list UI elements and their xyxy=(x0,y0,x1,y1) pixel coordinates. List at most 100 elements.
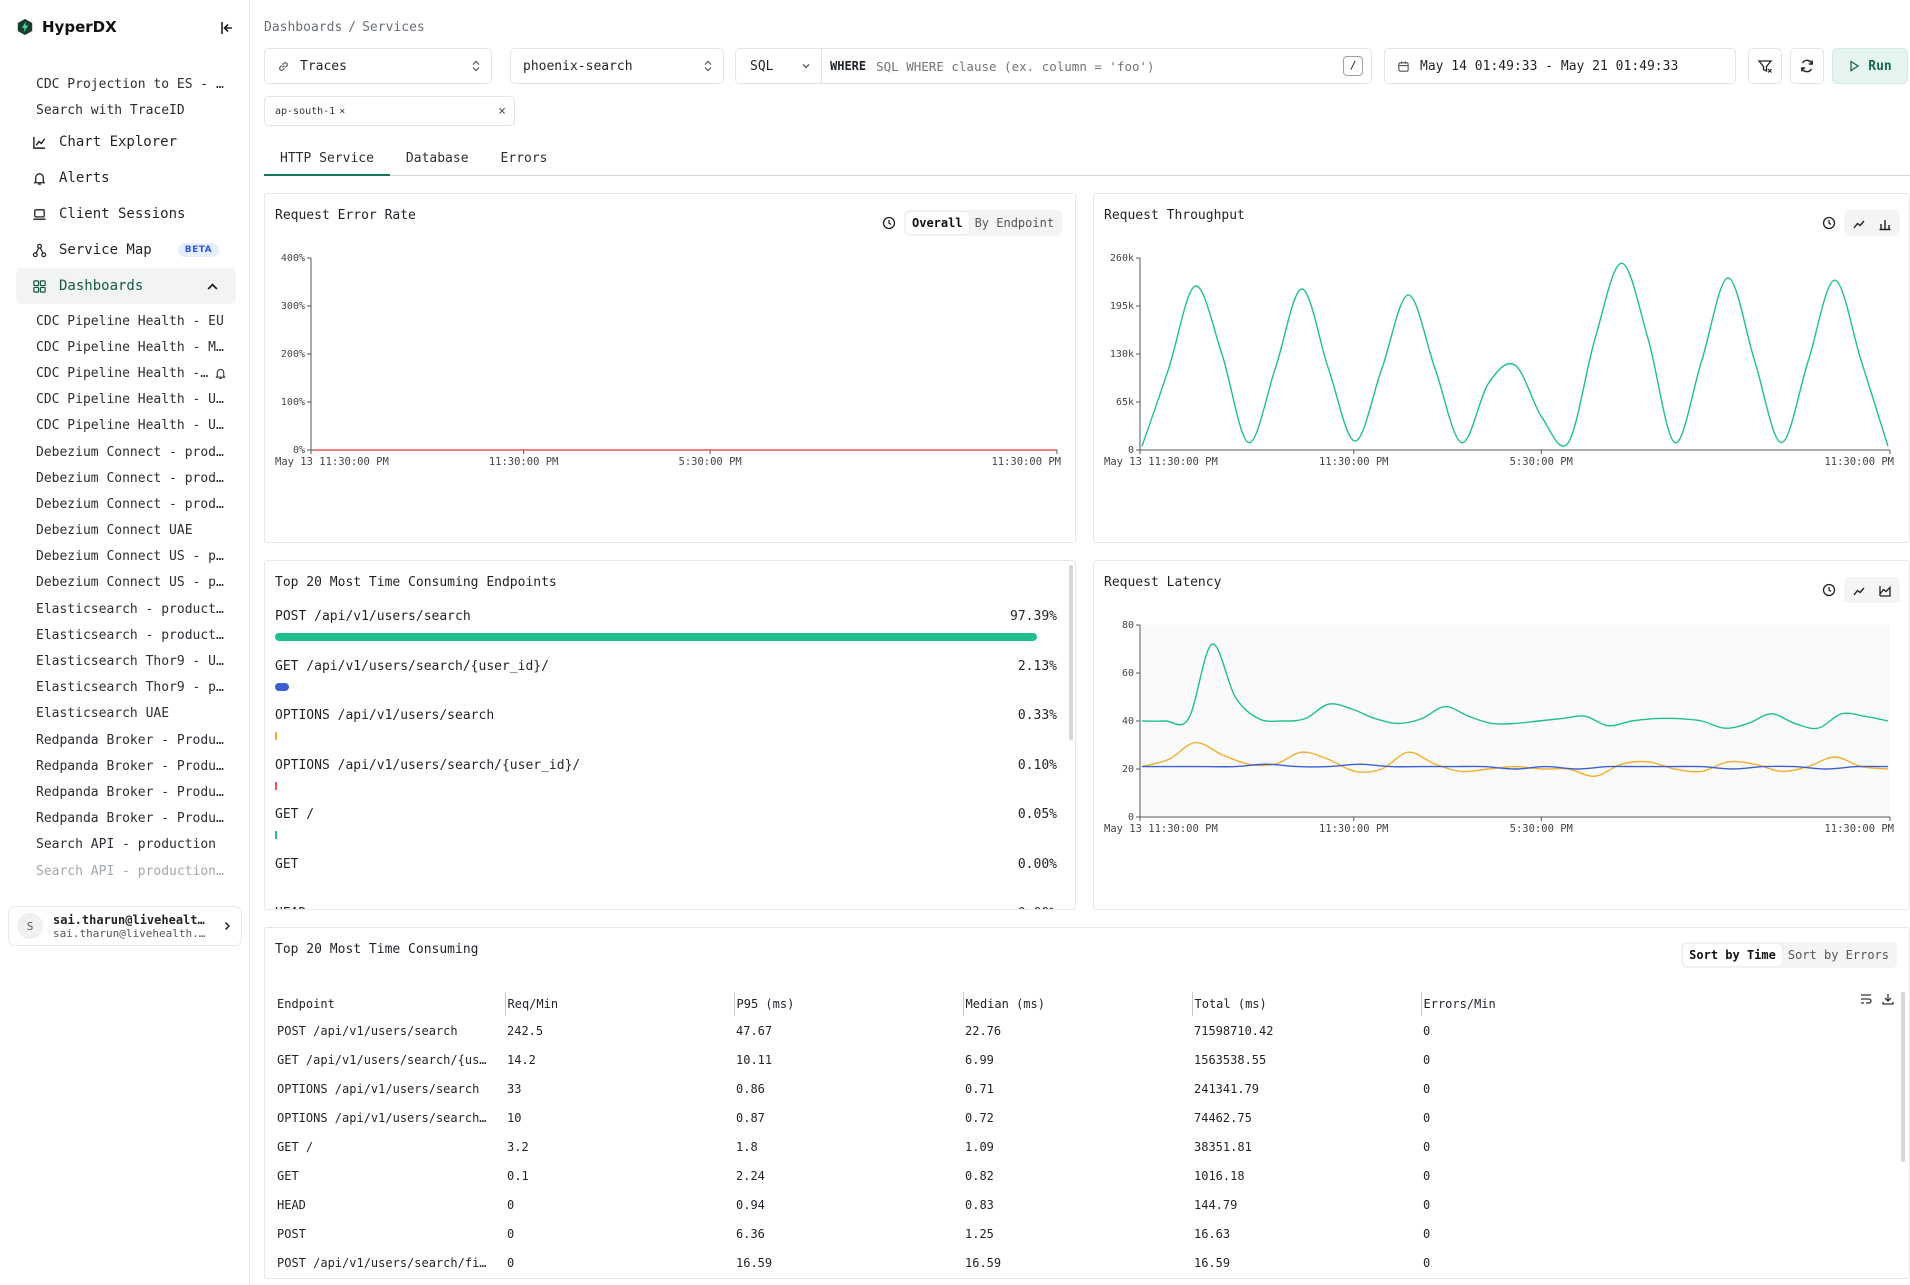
column-header[interactable]: Endpoint xyxy=(277,997,335,1011)
dashboard-item[interactable]: Debezium Connect US - p… xyxy=(36,549,224,565)
select-arrows-icon xyxy=(704,60,712,72)
sidebar-item-dashboards[interactable]: Dashboards xyxy=(16,268,236,304)
source-select[interactable]: Traces xyxy=(264,48,492,84)
table-row[interactable]: GET 0.1 2.24 0.82 1016.18 0 xyxy=(275,1161,1650,1190)
y-tick-label: 400% xyxy=(281,253,305,264)
dashboard-item[interactable]: Elasticsearch - product… xyxy=(36,627,224,643)
brand[interactable]: HyperDX xyxy=(16,18,117,36)
breadcrumb-dashboards[interactable]: Dashboards xyxy=(264,20,343,35)
saved-search-item[interactable]: Search with TraceID xyxy=(36,103,185,118)
sort-by-time-option[interactable]: Sort by Time xyxy=(1683,944,1782,966)
endpoint-row[interactable]: HEAD 0.00% xyxy=(275,906,1057,909)
dashboard-item[interactable]: Debezium Connect - prod… xyxy=(36,444,224,460)
dashboard-item[interactable]: Redpanda Broker - Produ… xyxy=(36,732,224,748)
sidebar-item-service-map[interactable]: Service Map BETA xyxy=(16,232,236,268)
series-line[interactable] xyxy=(1141,262,1889,447)
column-header[interactable]: Req/Min xyxy=(504,992,734,1016)
run-button[interactable]: Run xyxy=(1832,48,1908,84)
scrollbar[interactable] xyxy=(1901,992,1905,1162)
bar-chart-option[interactable] xyxy=(1872,212,1898,234)
dashboard-item[interactable]: Elasticsearch Thor9 - p… xyxy=(36,680,224,696)
table-cell: 0.86 xyxy=(736,1081,765,1096)
service-select[interactable]: phoenix-search xyxy=(510,48,724,84)
endpoint-row[interactable]: POST /api/v1/users/search 97.39% xyxy=(275,609,1057,659)
area-chart-option[interactable] xyxy=(1872,579,1898,601)
dashboard-item[interactable]: CDC Pipeline Health - M… xyxy=(36,339,224,355)
column-header[interactable]: Total (ms) xyxy=(1191,992,1421,1016)
panel-title: Request Latency xyxy=(1104,575,1222,590)
sidebar-item-client-sessions[interactable]: Client Sessions xyxy=(16,196,236,232)
endpoint-row[interactable]: GET /api/v1/users/search/{user_id}/ 2.13% xyxy=(275,659,1057,709)
sidebar-item-label: Client Sessions xyxy=(59,206,186,222)
table-row[interactable]: GET /api/v1/users/search/{us… 14.2 10.11 6.… xyxy=(275,1045,1650,1074)
table-row[interactable]: OPTIONS /api/v1/users/search… 10 0.87 0.72 7… xyxy=(275,1103,1650,1132)
line-chart-option[interactable] xyxy=(1846,579,1872,601)
dashboard-item[interactable]: Search API - production… xyxy=(36,863,224,879)
column-header[interactable]: Median (ms) xyxy=(962,992,1192,1016)
by-endpoint-option[interactable]: By Endpoint xyxy=(974,216,1055,230)
line-chart-option[interactable] xyxy=(1846,212,1872,234)
dashboard-item[interactable]: Debezium Connect UAE xyxy=(36,523,193,539)
user-menu[interactable]: S sai.tharun@livehealt… sai.tharun@liveh… xyxy=(8,906,242,946)
table-row[interactable]: POST 0 6.36 1.25 16.63 0 xyxy=(275,1219,1650,1248)
download-icon[interactable] xyxy=(1881,992,1895,1006)
sidebar-item-chart-explorer[interactable]: Chart Explorer xyxy=(16,124,236,160)
query-language-select[interactable]: SQL xyxy=(736,49,822,83)
endpoint-row[interactable]: OPTIONS /api/v1/users/search 0.33% xyxy=(275,708,1057,758)
dashboard-item[interactable]: CDC Pipeline Health - U… xyxy=(36,392,224,408)
filter-chip[interactable]: ap-south-1 × xyxy=(275,105,346,117)
clear-filter-icon[interactable]: × xyxy=(498,103,506,119)
chevron-up-icon[interactable] xyxy=(205,279,220,294)
scrollbar[interactable] xyxy=(1069,565,1073,740)
tab-http-service[interactable]: HTTP Service xyxy=(264,148,390,176)
table-cell: 0 xyxy=(507,1226,515,1241)
dashboard-item[interactable]: Debezium Connect - prod… xyxy=(36,470,224,486)
dashboard-item[interactable]: CDC Pipeline Health -… xyxy=(16,360,236,386)
table-row[interactable]: POST /api/v1/users/search 242.5 47.67 22.76… xyxy=(275,1016,1650,1045)
saved-search-item[interactable]: CDC Projection to ES - … xyxy=(36,77,224,92)
dashboard-item[interactable]: Redpanda Broker - Produ… xyxy=(36,811,224,827)
overall-option[interactable]: Overall xyxy=(906,212,969,234)
dashboard-item[interactable]: Redpanda Broker - Produ… xyxy=(36,758,224,774)
dashboard-item[interactable]: CDC Pipeline Health - U… xyxy=(36,418,224,434)
wrap-lines-icon[interactable] xyxy=(1859,992,1873,1006)
where-input[interactable] xyxy=(876,58,1327,74)
chip-remove-icon[interactable]: × xyxy=(339,105,346,117)
sort-by-errors-option[interactable]: Sort by Errors xyxy=(1787,948,1889,962)
filter-toggle-button[interactable] xyxy=(1748,48,1782,84)
clock-icon[interactable] xyxy=(1822,216,1836,230)
tab-database[interactable]: Database xyxy=(405,151,469,166)
dashboard-item[interactable]: CDC Pipeline Health - EU xyxy=(36,313,224,329)
dashboard-item[interactable]: Search API - production xyxy=(36,837,217,853)
dashboard-item[interactable]: Elasticsearch UAE xyxy=(36,706,170,722)
filter-multiselect[interactable]: ap-south-1 × × xyxy=(264,96,515,126)
column-header[interactable]: P95 (ms) xyxy=(733,992,963,1016)
clock-icon[interactable] xyxy=(1822,583,1836,597)
tab-errors[interactable]: Errors xyxy=(500,151,548,166)
endpoint-row[interactable]: OPTIONS /api/v1/users/search/{user_id}/ 0… xyxy=(275,758,1057,808)
series-line[interactable] xyxy=(1142,763,1889,770)
sidebar-item-alerts[interactable]: Alerts xyxy=(16,160,236,196)
table-header-row: Endpoint Req/Min P95 (ms) Median (ms) Total … xyxy=(275,992,1650,1016)
dashboard-item[interactable]: Debezium Connect - prod… xyxy=(36,496,224,512)
collapse-sidebar-icon[interactable] xyxy=(219,20,235,36)
dashboard-item[interactable]: Elasticsearch Thor9 - U… xyxy=(36,654,224,670)
column-header[interactable]: Errors/Min xyxy=(1420,992,1650,1016)
date-range-picker[interactable]: May 14 01:49:33 - May 21 01:49:33 xyxy=(1384,48,1736,84)
dashboard-item[interactable]: Elasticsearch - product… xyxy=(36,601,224,617)
clock-icon[interactable] xyxy=(882,216,896,230)
dashboard-item[interactable]: Debezium Connect US - p… xyxy=(36,575,224,591)
endpoint-row[interactable]: GET / 0.05% xyxy=(275,807,1057,857)
table-cell: 6.36 xyxy=(736,1226,765,1241)
table-cell: 144.79 xyxy=(1194,1197,1238,1212)
table-row[interactable]: HEAD 0 0.94 0.83 144.79 0 xyxy=(275,1190,1650,1219)
refresh-button[interactable] xyxy=(1790,48,1824,84)
series-line[interactable] xyxy=(1141,643,1889,730)
table-row[interactable]: GET / 3.2 1.8 1.09 38351.81 0 xyxy=(275,1132,1650,1161)
dashboard-item[interactable]: Redpanda Broker - Produ… xyxy=(36,784,224,800)
table-cell: GET / xyxy=(277,1139,314,1154)
table-row[interactable]: OPTIONS /api/v1/users/search 33 0.86 0.71 24… xyxy=(275,1074,1650,1103)
table-row[interactable]: POST /api/v1/users/search/fi… 0 16.59 16.59… xyxy=(275,1248,1650,1277)
table-cell: 33 xyxy=(507,1081,522,1096)
endpoint-row[interactable]: GET 0.00% xyxy=(275,857,1057,907)
